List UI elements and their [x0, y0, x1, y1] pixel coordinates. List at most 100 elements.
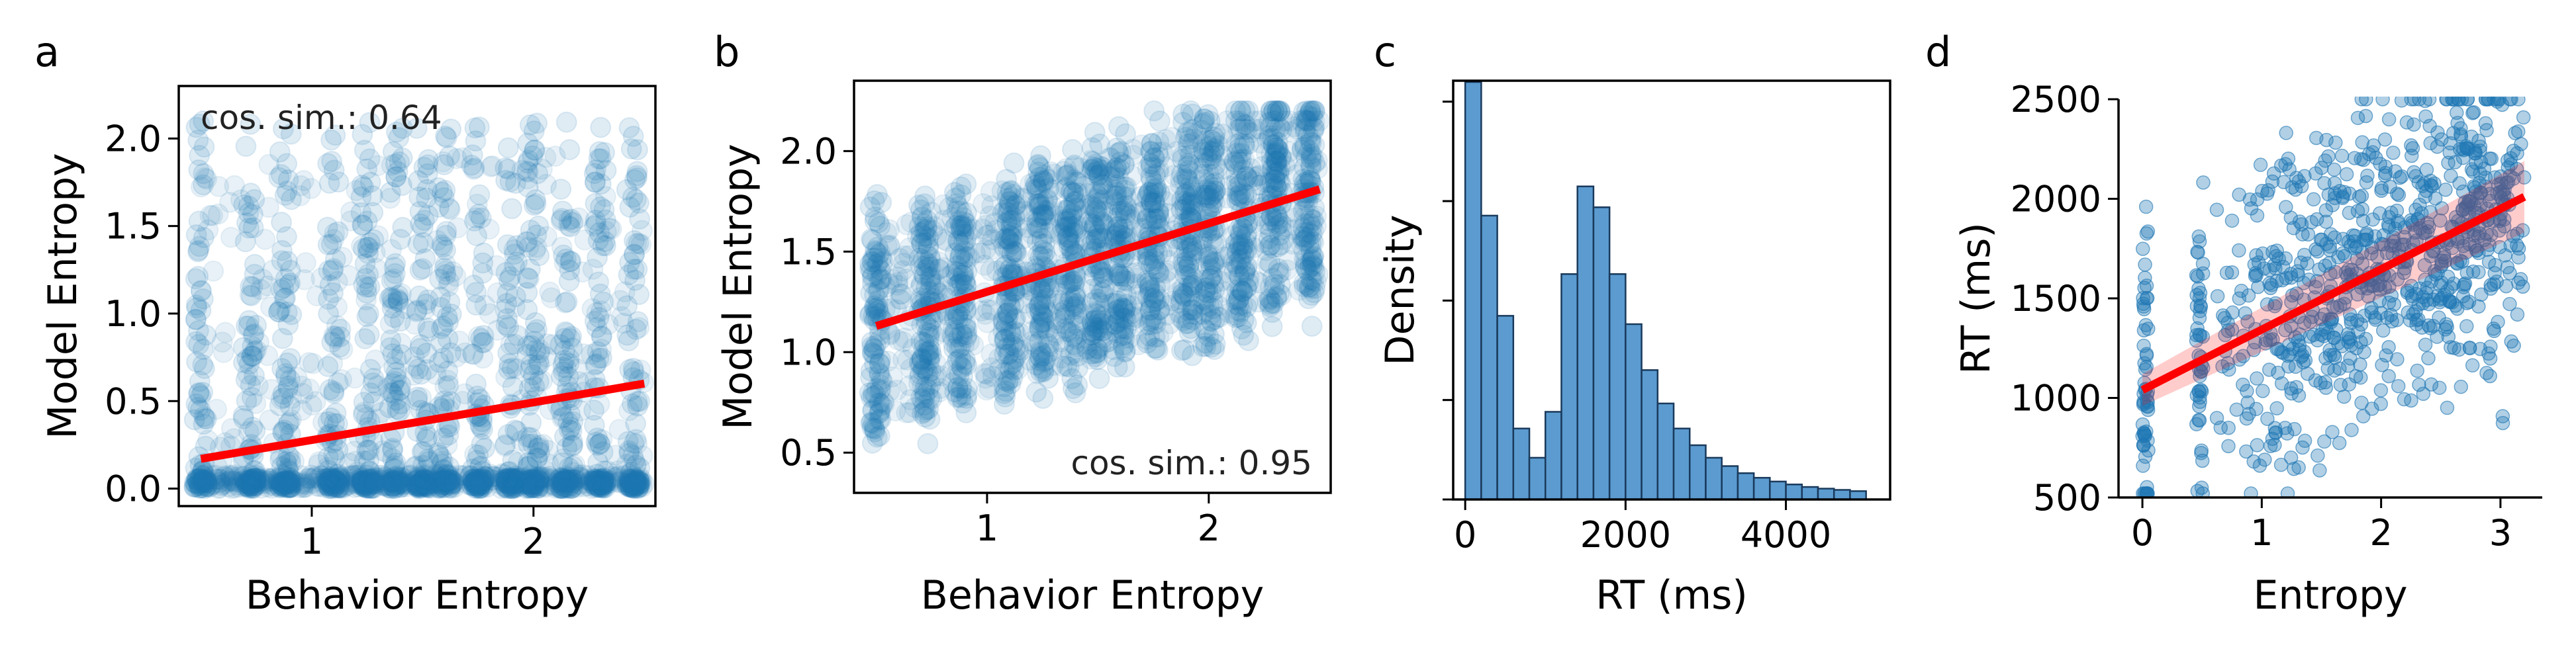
- data-point: [468, 470, 490, 492]
- data-point: [323, 470, 345, 492]
- data-point: [367, 155, 389, 177]
- data-point: [428, 477, 450, 499]
- data-point: [430, 286, 452, 308]
- data-point: [411, 476, 433, 498]
- data-point: [366, 466, 388, 488]
- data-point: [202, 204, 224, 226]
- data-point: [2381, 339, 2396, 355]
- data-point: [2313, 463, 2327, 478]
- data-point: [322, 257, 344, 279]
- data-point: [918, 227, 939, 249]
- data-point: [320, 407, 342, 429]
- data-point: [324, 124, 346, 146]
- data-point: [2499, 279, 2514, 294]
- data-point: [275, 466, 297, 488]
- data-point: [472, 468, 494, 490]
- data-point: [496, 472, 518, 494]
- data-point: [434, 469, 456, 491]
- data-point: [440, 478, 462, 499]
- data-point: [569, 466, 591, 488]
- data-point: [622, 477, 644, 499]
- data-point: [285, 471, 307, 493]
- data-point: [381, 471, 403, 493]
- data-point: [195, 472, 217, 494]
- data-point: [228, 472, 250, 494]
- data-point: [275, 470, 297, 492]
- data-point: [626, 258, 648, 280]
- data-point: [471, 473, 493, 495]
- data-point: [434, 470, 455, 492]
- data-point: [380, 478, 402, 499]
- data-point: [329, 326, 351, 348]
- x-tick-label: 1: [976, 507, 998, 549]
- data-point: [270, 163, 292, 185]
- data-point: [408, 468, 430, 490]
- data-point: [240, 113, 262, 135]
- data-point: [327, 372, 349, 394]
- data-point: [328, 171, 350, 193]
- data-point: [502, 471, 524, 493]
- data-point: [626, 469, 647, 491]
- data-point: [862, 251, 884, 273]
- data-point: [358, 468, 380, 490]
- data-point: [2323, 227, 2338, 241]
- data-point: [386, 466, 408, 488]
- data-point: [587, 475, 609, 497]
- data-point: [521, 469, 543, 491]
- data-point: [351, 470, 373, 492]
- data-point: [625, 429, 647, 451]
- data-point: [187, 397, 209, 419]
- data-point: [245, 475, 267, 497]
- data-point: [537, 439, 559, 461]
- data-point: [554, 473, 576, 495]
- data-point: [235, 474, 257, 496]
- data-point: [383, 373, 405, 395]
- data-point: [430, 470, 452, 492]
- data-point: [561, 420, 583, 442]
- data-point: [1218, 302, 1240, 324]
- data-point: [359, 468, 381, 490]
- data-point: [320, 129, 342, 151]
- data-point: [494, 467, 516, 489]
- data-point: [424, 473, 446, 495]
- data-point: [2391, 216, 2405, 231]
- data-point: [623, 478, 645, 499]
- data-point: [553, 476, 575, 498]
- data-point: [919, 350, 941, 372]
- data-point: [2322, 239, 2337, 254]
- data-point: [519, 474, 541, 496]
- data-point: [626, 390, 648, 412]
- data-point: [208, 175, 230, 197]
- data-point: [433, 477, 455, 499]
- data-point: [628, 232, 649, 254]
- data-point: [318, 260, 340, 282]
- data-point: [614, 464, 636, 486]
- data-point: [517, 472, 539, 494]
- data-point: [292, 382, 314, 404]
- data-point: [626, 475, 648, 497]
- data-point: [865, 241, 887, 263]
- data-point: [187, 265, 209, 287]
- data-point: [1004, 323, 1026, 345]
- data-point: [196, 168, 218, 190]
- data-point: [317, 153, 339, 175]
- data-point: [268, 472, 290, 494]
- data-point: [209, 472, 230, 494]
- data-point: [188, 210, 210, 232]
- data-point: [325, 402, 347, 424]
- data-point: [291, 472, 313, 494]
- data-point: [463, 343, 485, 365]
- y-tick-label: 1.0: [105, 293, 162, 335]
- data-point: [262, 467, 283, 489]
- data-point: [350, 470, 371, 492]
- data-point: [322, 472, 344, 494]
- data-point: [440, 473, 461, 495]
- data-point: [435, 224, 457, 246]
- data-point: [551, 452, 573, 474]
- data-point: [589, 468, 610, 490]
- data-point: [910, 331, 932, 353]
- data-point: [244, 420, 266, 442]
- data-point: [355, 471, 377, 493]
- data-point: [596, 460, 618, 482]
